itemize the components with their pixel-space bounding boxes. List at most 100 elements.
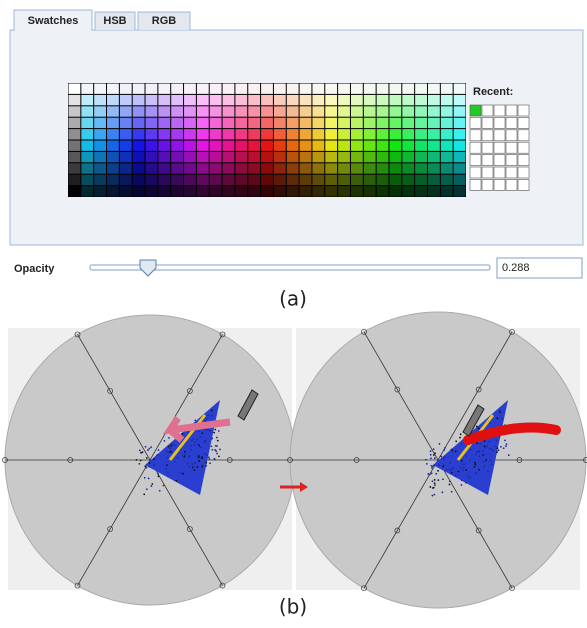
swatch[interactable] [441, 118, 453, 128]
swatch[interactable] [300, 84, 312, 94]
swatch[interactable] [389, 175, 401, 185]
swatch[interactable] [441, 106, 453, 116]
swatch[interactable] [325, 118, 337, 128]
swatch[interactable] [171, 84, 183, 94]
swatch[interactable] [377, 84, 389, 94]
swatch[interactable] [351, 152, 363, 162]
swatch[interactable] [223, 186, 235, 196]
swatch[interactable] [274, 141, 286, 151]
swatch[interactable] [338, 186, 350, 196]
swatch[interactable] [351, 186, 363, 196]
swatch[interactable] [107, 118, 119, 128]
swatch[interactable] [377, 141, 389, 151]
swatch[interactable] [389, 106, 401, 116]
swatch[interactable] [312, 141, 324, 151]
swatch[interactable] [261, 118, 273, 128]
swatch[interactable] [107, 129, 119, 139]
swatch[interactable] [454, 163, 466, 173]
swatch[interactable] [158, 141, 170, 151]
swatch[interactable] [184, 141, 196, 151]
swatch[interactable] [158, 84, 170, 94]
swatch[interactable] [261, 141, 273, 151]
swatch[interactable] [69, 106, 81, 116]
swatch[interactable] [171, 141, 183, 151]
swatch[interactable] [81, 118, 93, 128]
swatch[interactable] [171, 186, 183, 196]
swatch[interactable] [223, 84, 235, 94]
swatch[interactable] [146, 141, 158, 151]
swatch[interactable] [300, 118, 312, 128]
swatch[interactable] [441, 129, 453, 139]
swatch[interactable] [223, 163, 235, 173]
swatch[interactable] [287, 129, 299, 139]
swatch[interactable] [94, 118, 106, 128]
swatch[interactable] [235, 95, 247, 105]
swatch[interactable] [94, 84, 106, 94]
swatch[interactable] [287, 95, 299, 105]
swatch[interactable] [287, 84, 299, 94]
swatch[interactable] [184, 106, 196, 116]
swatch[interactable] [415, 129, 427, 139]
swatch[interactable] [146, 95, 158, 105]
swatch[interactable] [210, 152, 222, 162]
swatch[interactable] [133, 141, 145, 151]
swatch[interactable] [428, 84, 440, 94]
swatch[interactable] [158, 106, 170, 116]
swatch[interactable] [428, 163, 440, 173]
swatch[interactable] [120, 118, 132, 128]
swatch[interactable] [274, 163, 286, 173]
swatch[interactable] [146, 163, 158, 173]
swatch[interactable] [133, 106, 145, 116]
swatch[interactable] [274, 152, 286, 162]
swatch[interactable] [146, 129, 158, 139]
swatch[interactable] [364, 106, 376, 116]
swatch[interactable] [133, 118, 145, 128]
swatch[interactable] [454, 84, 466, 94]
swatch[interactable] [312, 175, 324, 185]
swatch[interactable] [94, 175, 106, 185]
swatch[interactable] [235, 186, 247, 196]
swatch[interactable] [441, 84, 453, 94]
swatch[interactable] [389, 163, 401, 173]
tab-label[interactable]: Swatches [28, 15, 79, 27]
swatch[interactable] [248, 118, 260, 128]
swatch[interactable] [377, 163, 389, 173]
swatch[interactable] [454, 129, 466, 139]
swatch[interactable] [248, 141, 260, 151]
swatch[interactable] [107, 95, 119, 105]
swatch[interactable] [402, 84, 414, 94]
swatch[interactable] [120, 175, 132, 185]
swatch[interactable] [364, 129, 376, 139]
swatch[interactable] [300, 163, 312, 173]
swatch[interactable] [261, 84, 273, 94]
swatch[interactable] [338, 118, 350, 128]
swatch[interactable] [454, 186, 466, 196]
swatch[interactable] [158, 186, 170, 196]
swatch[interactable] [107, 84, 119, 94]
swatch[interactable] [300, 186, 312, 196]
swatch[interactable] [300, 141, 312, 151]
swatch[interactable] [287, 118, 299, 128]
swatch[interactable] [120, 106, 132, 116]
swatch[interactable] [197, 163, 209, 173]
swatch[interactable] [287, 106, 299, 116]
swatch[interactable] [107, 175, 119, 185]
swatch[interactable] [274, 106, 286, 116]
swatch[interactable] [312, 84, 324, 94]
swatch[interactable] [69, 141, 81, 151]
swatch[interactable] [287, 186, 299, 196]
swatch[interactable] [351, 118, 363, 128]
swatch[interactable] [197, 106, 209, 116]
swatch[interactable] [248, 163, 260, 173]
swatch[interactable] [261, 152, 273, 162]
swatch[interactable] [428, 118, 440, 128]
swatch[interactable] [120, 129, 132, 139]
swatch[interactable] [377, 152, 389, 162]
swatch[interactable] [158, 118, 170, 128]
tab-label[interactable]: RGB [152, 15, 177, 27]
swatch[interactable] [312, 129, 324, 139]
swatch[interactable] [197, 175, 209, 185]
swatch[interactable] [197, 152, 209, 162]
swatch[interactable] [351, 175, 363, 185]
swatch[interactable] [248, 175, 260, 185]
